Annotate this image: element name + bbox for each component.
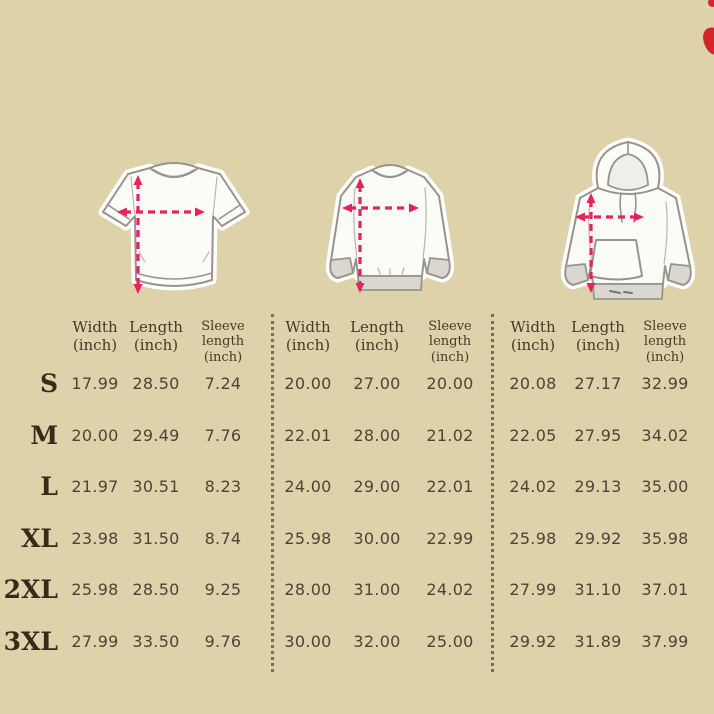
table-cell: 37.99 — [641, 631, 689, 651]
column-header-sleeve-length: Sleeve length (inch) — [643, 319, 687, 365]
size-label: 3XL — [3, 626, 58, 656]
t-shirt-size-table: Width (inch) Length (inch) Sleeve length… — [3, 312, 260, 667]
table-cell: 34.02 — [641, 425, 689, 445]
table-cell: 28.00 — [284, 580, 332, 600]
table-cell: 24.02 — [426, 580, 474, 600]
table-cell: 22.01 — [426, 477, 474, 497]
table-cell: 35.00 — [641, 477, 689, 497]
table-cell: 29.13 — [574, 477, 622, 497]
measure-lines — [124, 182, 198, 287]
table-cell: 7.24 — [204, 374, 242, 394]
table-cell: 31.00 — [353, 580, 401, 600]
table-cell: 29.00 — [353, 477, 401, 497]
red-corner-ornament-dot — [708, 0, 714, 7]
table-cell: 32.00 — [353, 631, 401, 651]
table-cell: 9.76 — [204, 631, 242, 651]
size-label: XL — [21, 523, 58, 553]
table-cell: 28.00 — [353, 425, 401, 445]
table-cell: 37.01 — [641, 580, 689, 600]
table-cell: 25.98 — [284, 528, 332, 548]
table-cell: 30.00 — [353, 528, 401, 548]
table-cell: 27.17 — [574, 374, 622, 394]
table-cell: 29.92 — [574, 528, 622, 548]
table-cell: 20.08 — [509, 374, 557, 394]
hoodie-illustration — [560, 137, 696, 300]
measure-lines — [582, 200, 637, 286]
cuff — [667, 263, 692, 286]
table-cell: 22.01 — [284, 425, 332, 445]
table-cell: 25.98 — [71, 580, 119, 600]
measure-arrowheads — [342, 178, 419, 293]
column-header-length: Length (inch) — [350, 318, 404, 354]
table-cell: 24.02 — [509, 477, 557, 497]
table-cell: 27.00 — [353, 374, 401, 394]
size-label: M — [30, 420, 58, 450]
column-header-length: Length (inch) — [129, 318, 183, 354]
column-header-width: Width (inch) — [510, 318, 556, 354]
hood-opening — [607, 153, 649, 191]
hoodie-size-table: Width (inch) Length (inch) Sleeve length… — [500, 312, 700, 667]
table-cell: 20.00 — [284, 374, 332, 394]
column-header-width: Width (inch) — [285, 318, 331, 354]
table-cell: 27.95 — [574, 425, 622, 445]
t-shirt-illustration — [98, 162, 250, 294]
table-cell: 32.99 — [641, 374, 689, 394]
table-cell: 24.00 — [284, 477, 332, 497]
size-label: S — [39, 369, 58, 399]
dotted-divider — [271, 314, 274, 672]
measure-arrowheads — [575, 193, 644, 293]
table-cell: 31.10 — [574, 580, 622, 600]
corner-cell — [8, 312, 64, 358]
table-cell: 31.89 — [574, 631, 622, 651]
waistband — [357, 275, 423, 291]
column-header-width: Width (inch) — [72, 318, 118, 354]
cuff — [329, 257, 354, 279]
table-cell: 27.99 — [71, 631, 119, 651]
table-cell: 27.99 — [509, 580, 557, 600]
dotted-divider — [491, 314, 494, 672]
table-cell: 31.50 — [132, 528, 180, 548]
measure-arrowheads — [117, 175, 205, 294]
sweatshirt-size-table: Width (inch) Length (inch) Sleeve length… — [275, 312, 487, 667]
size-label: L — [40, 472, 58, 502]
table-cell: 20.00 — [71, 425, 119, 445]
table-cell: 30.51 — [132, 477, 180, 497]
red-corner-ornament — [700, 24, 714, 58]
table-cell: 8.23 — [204, 477, 242, 497]
table-cell: 22.05 — [509, 425, 557, 445]
table-cell: 33.50 — [132, 631, 180, 651]
table-cell: 30.00 — [284, 631, 332, 651]
measure-lines — [349, 185, 412, 286]
table-cell: 28.50 — [132, 580, 180, 600]
cuff — [426, 257, 451, 279]
table-cell: 20.00 — [426, 374, 474, 394]
sweatshirt-illustration — [325, 164, 455, 293]
table-cell: 9.25 — [204, 580, 242, 600]
table-cell: 35.98 — [641, 528, 689, 548]
column-header-sleeve-length: Sleeve length (inch) — [428, 319, 472, 365]
table-cell: 7.76 — [204, 425, 242, 445]
size-label: 2XL — [3, 575, 58, 605]
table-cell: 29.92 — [509, 631, 557, 651]
table-cell: 21.02 — [426, 425, 474, 445]
cuff — [564, 263, 589, 286]
table-cell: 25.00 — [426, 631, 474, 651]
column-header-length: Length (inch) — [571, 318, 625, 354]
column-header-sleeve-length: Sleeve length (inch) — [201, 319, 245, 365]
table-cell: 8.74 — [204, 528, 242, 548]
kangaroo-pocket — [589, 239, 643, 281]
table-cell: 17.99 — [71, 374, 119, 394]
table-cell: 25.98 — [509, 528, 557, 548]
table-cell: 28.50 — [132, 374, 180, 394]
table-cell: 23.98 — [71, 528, 119, 548]
table-cell: 21.97 — [71, 477, 119, 497]
table-cell: 22.99 — [426, 528, 474, 548]
table-cell: 29.49 — [132, 425, 180, 445]
drawstring — [619, 192, 623, 223]
